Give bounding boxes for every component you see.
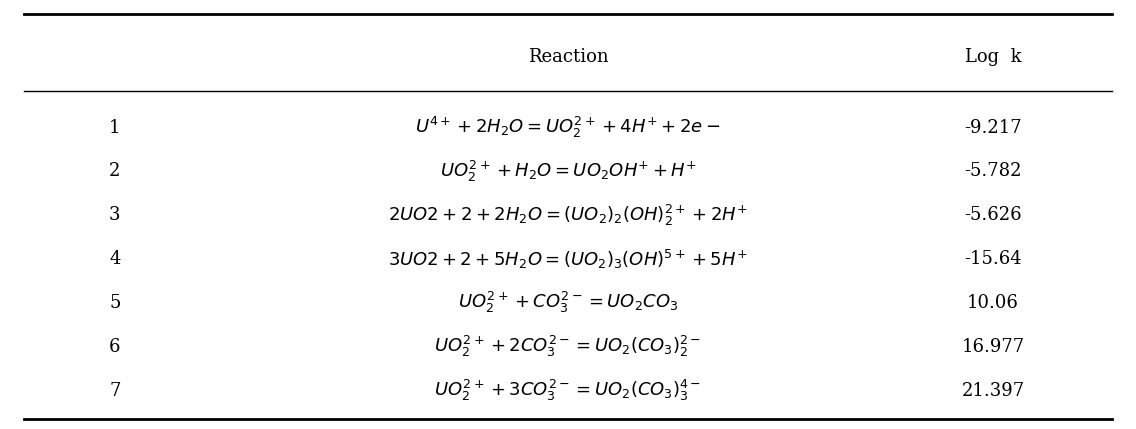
Text: 3: 3 [109,206,120,224]
Text: 21.397: 21.397 [961,381,1025,399]
Text: $UO_{2}^{2+}+3CO_{3}^{2-}=UO_{2}(CO_{3})_{3}^{4-}$: $UO_{2}^{2+}+3CO_{3}^{2-}=UO_{2}(CO_{3})… [434,378,702,403]
Text: 16.977: 16.977 [961,338,1025,356]
Text: -9.217: -9.217 [964,118,1021,136]
Text: $2UO2+2+2H_{2}O=(UO_{2})_{2}(OH)_{2}^{2+}+2H^{+}$: $2UO2+2+2H_{2}O=(UO_{2})_{2}(OH)_{2}^{2+… [389,202,747,228]
Text: $U^{4+}+2H_{2}O=UO_{2}^{2+}+4H^{+}+2e-$: $U^{4+}+2H_{2}O=UO_{2}^{2+}+4H^{+}+2e-$ [416,115,720,140]
Text: 1: 1 [109,118,120,136]
Text: 2: 2 [109,163,120,180]
Text: 7: 7 [109,381,120,399]
Text: Reaction: Reaction [528,48,608,66]
Text: -5.626: -5.626 [964,206,1021,224]
Text: 10.06: 10.06 [967,294,1019,312]
Text: 4: 4 [109,250,120,268]
Text: $UO_{2}^{2+}+2CO_{3}^{2-}=UO_{2}(CO_{3})_{2}^{2-}$: $UO_{2}^{2+}+2CO_{3}^{2-}=UO_{2}(CO_{3})… [434,334,702,360]
Text: $UO_{2}^{2+}+H_{2}O=UO_{2}OH^{+}+H^{+}$: $UO_{2}^{2+}+H_{2}O=UO_{2}OH^{+}+H^{+}$ [440,159,696,184]
Text: 6: 6 [109,338,120,356]
Text: $3UO2+2+5H_{2}O=(UO_{2})_{3}(OH)^{5+}+5H^{+}$: $3UO2+2+5H_{2}O=(UO_{2})_{3}(OH)^{5+}+5H… [389,248,747,271]
Text: 5: 5 [109,294,120,312]
Text: -5.782: -5.782 [964,163,1021,180]
Text: Log  k: Log k [964,48,1021,66]
Text: -15.64: -15.64 [964,250,1021,268]
Text: $UO_{2}^{2+}+CO_{3}^{2-}=UO_{2}CO_{3}$: $UO_{2}^{2+}+CO_{3}^{2-}=UO_{2}CO_{3}$ [458,290,678,315]
